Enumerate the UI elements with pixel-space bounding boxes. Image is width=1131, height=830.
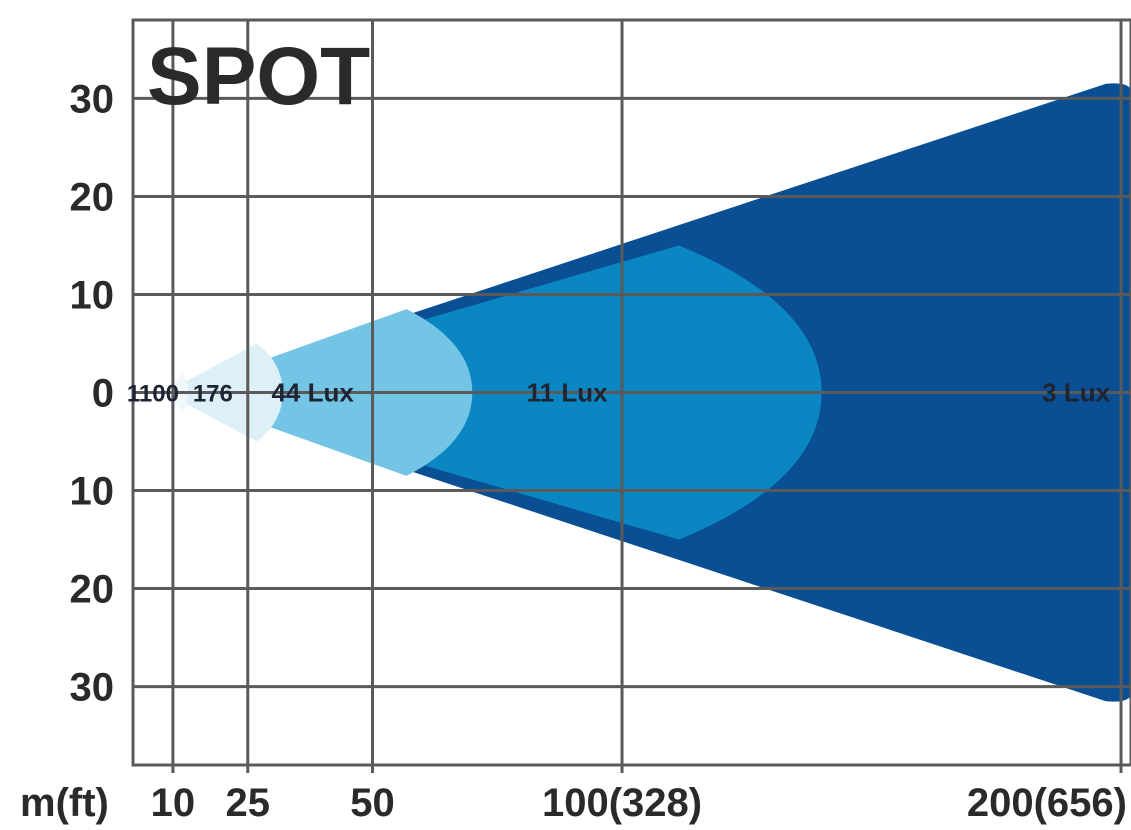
zone-label: 3 Lux	[1042, 378, 1110, 408]
zone-label: 11 Lux	[527, 378, 608, 408]
y-tick-label: 30	[70, 666, 115, 710]
y-axis-ticks: 30 20 10 0 10 20 30	[70, 77, 115, 709]
zone-labels: 3 Lux 11 Lux 44 Lux 176 1100	[127, 378, 1111, 408]
x-axis-ticks: 10 25 50 100(328) 200(656)	[151, 781, 1127, 825]
y-tick-label: 10	[70, 273, 115, 317]
x-tick-label: 200(656)	[967, 781, 1127, 825]
y-tick-label: 0	[92, 372, 114, 416]
x-tick-label: 10	[151, 781, 196, 825]
x-tick-label: 100(328)	[542, 781, 702, 825]
y-tick-label: 30	[70, 77, 115, 121]
x-tick-label: 25	[226, 781, 271, 825]
y-tick-label: 20	[70, 568, 115, 612]
zone-label: 1100	[127, 381, 179, 408]
chart-title: SPOT	[147, 31, 370, 122]
y-tick-label: 20	[70, 175, 115, 219]
zone-label: 176	[193, 381, 233, 408]
x-tick-label: 50	[350, 781, 395, 825]
chart-grid	[131, 18, 1131, 773]
x-unit-label: m(ft)	[20, 781, 109, 825]
y-tick-label: 10	[70, 470, 115, 514]
zone-label: 44 Lux	[271, 378, 354, 408]
